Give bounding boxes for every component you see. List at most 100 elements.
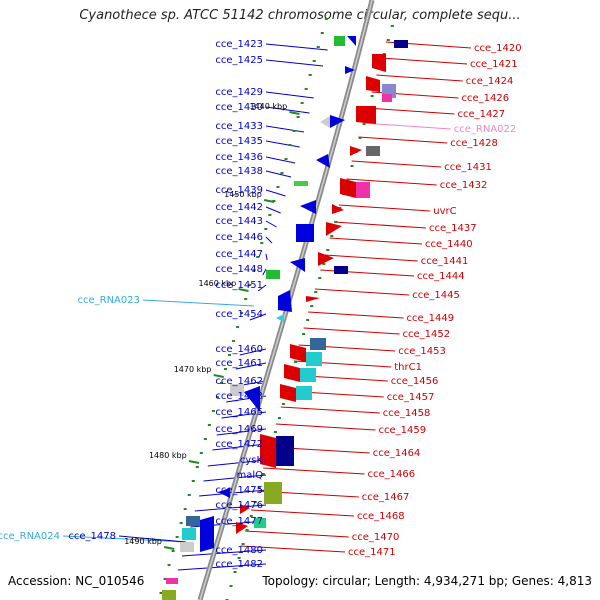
gene-label-right[interactable]: cce_1453 [398,346,446,357]
label-leader-line [308,311,404,319]
label-leader-line [324,254,418,262]
gene-label-left[interactable]: cce_1482 [215,559,263,570]
gene-label-left[interactable]: cce_1442 [215,202,263,213]
gene-label-right[interactable]: cce_1437 [429,223,477,234]
gene-feature [180,542,194,552]
gene-label-left[interactable]: cce_RNA024 [0,531,60,542]
gene-feature [306,296,320,302]
gene-label-left[interactable]: cce_1469 [215,424,263,435]
gene-label-left[interactable]: cce_1438 [215,166,263,177]
gene-feature [240,504,250,514]
gene-label-left[interactable]: cce_1462 [215,376,263,387]
gene-label-left[interactable]: cce_1429 [215,87,263,98]
gene-label-right[interactable]: thrC1 [394,362,422,373]
gene-label-left[interactable]: cce_1443 [215,216,263,227]
gene-label-left[interactable]: cce_1446 [215,232,263,243]
gene-label-right[interactable]: cce_1449 [407,313,455,324]
label-leader-line [358,136,448,144]
gene-label-left[interactable]: cce_1478 [68,531,116,542]
gene-label-left[interactable]: cce_RNA023 [77,295,140,306]
gene-feature [356,106,376,124]
gene-feature [236,522,248,534]
gene-label-right[interactable]: cce_1428 [450,138,498,149]
gene-label-right[interactable]: cce_1452 [403,329,451,340]
gene-label-left[interactable]: cce_1463 [215,391,263,402]
tick-mark [316,46,320,48]
tick-mark [264,228,268,230]
gene-label-left[interactable]: cce_1425 [215,55,263,66]
gene-label-right[interactable]: cce_1467 [362,492,410,503]
gene-label-right[interactable]: cce_1459 [379,425,427,436]
gene-label-right[interactable]: cce_1441 [421,256,469,267]
gene-label-left[interactable]: cce_1430 [215,102,263,113]
gene-label-right[interactable]: uvrC [433,206,456,217]
tick-mark [362,123,366,125]
gene-label-left[interactable]: cce_1448 [215,264,263,275]
gene-label-left[interactable]: cce_1480 [215,545,263,556]
gene-label-left[interactable]: cce_1447 [215,249,263,260]
label-leader-line [251,509,355,517]
gene-feature [264,482,282,504]
tick-mark [294,361,298,363]
gene-label-right[interactable]: cce_1420 [474,43,522,54]
gene-label-right[interactable]: cce_RNA022 [454,124,517,135]
gene-label-right[interactable]: cce_1440 [425,239,473,250]
gene-label-left[interactable]: cce_1476 [215,500,263,511]
gene-label-left[interactable]: cce_1454 [215,309,263,320]
gene-label-right[interactable]: cce_1424 [466,76,514,87]
gene-label-left[interactable]: cce_1436 [215,152,263,163]
tick-mark [256,256,260,258]
label-leader-line [239,348,267,356]
gene-label-right[interactable]: cce_1470 [352,532,400,543]
gene-label-right[interactable]: cce_1421 [470,59,518,70]
kbp-marker-label: 1480 kbp [149,451,187,460]
gene-label-right[interactable]: cce_1431 [444,162,492,173]
label-leader-line [280,406,380,414]
tick-mark [318,277,322,279]
tick-mark [195,466,199,468]
tick-mark [300,102,304,104]
tick-mark [245,529,249,531]
gene-label-left[interactable]: cce_1461 [215,358,263,369]
tick-mark [191,480,195,482]
gene-feature [266,270,280,279]
gene-label-right[interactable]: cce_1427 [458,109,506,120]
gene-label-left[interactable]: cce_1435 [215,136,263,147]
gene-label-right[interactable]: cce_1466 [368,469,416,480]
gene-label-right[interactable]: cce_1457 [387,392,435,403]
tick-mark [268,214,272,216]
gene-label-left[interactable]: cce_1465 [215,407,263,418]
gene-label-left[interactable]: cysK [240,455,264,466]
gene-label-right[interactable]: cce_1426 [462,93,510,104]
gene-label-right[interactable]: cce_1464 [373,448,421,459]
gene-label-right[interactable]: cce_1458 [383,408,431,419]
gene-label-right[interactable]: cce_1444 [417,271,465,282]
label-leader-line [265,170,292,178]
gene-label-right[interactable]: cce_1456 [391,376,439,387]
tick-mark [288,144,292,146]
label-leader-line [329,237,423,245]
gene-label-left[interactable]: cce_1439 [215,185,263,196]
gene-feature [372,54,386,72]
gene-label-left[interactable]: malQ [236,470,263,481]
gene-label-left[interactable]: cce_1472 [215,439,263,450]
gene-label-right[interactable]: cce_1468 [357,511,405,522]
tick-mark [257,487,261,489]
gene-features-left [162,36,356,600]
gene-label-left[interactable]: cce_1475 [215,485,263,496]
label-leader-line [118,535,186,543]
gene-label-left[interactable]: cce_1433 [215,121,263,132]
tick-mark [280,172,284,174]
tick-mark [386,39,390,41]
gene-label-left[interactable]: cce_1451 [215,280,263,291]
gene-label-left[interactable]: cce_1423 [215,39,263,50]
tick-mark [310,305,314,307]
gene-label-left[interactable]: cce_1460 [215,344,263,355]
gene-label-right[interactable]: cce_1471 [348,547,396,558]
tick-mark [207,424,211,426]
gene-label-right[interactable]: cce_1445 [412,290,460,301]
gene-label-left[interactable]: cce_1477 [215,516,263,527]
gene-label-right[interactable]: cce_1432 [440,180,488,191]
gene-feature [318,252,334,266]
